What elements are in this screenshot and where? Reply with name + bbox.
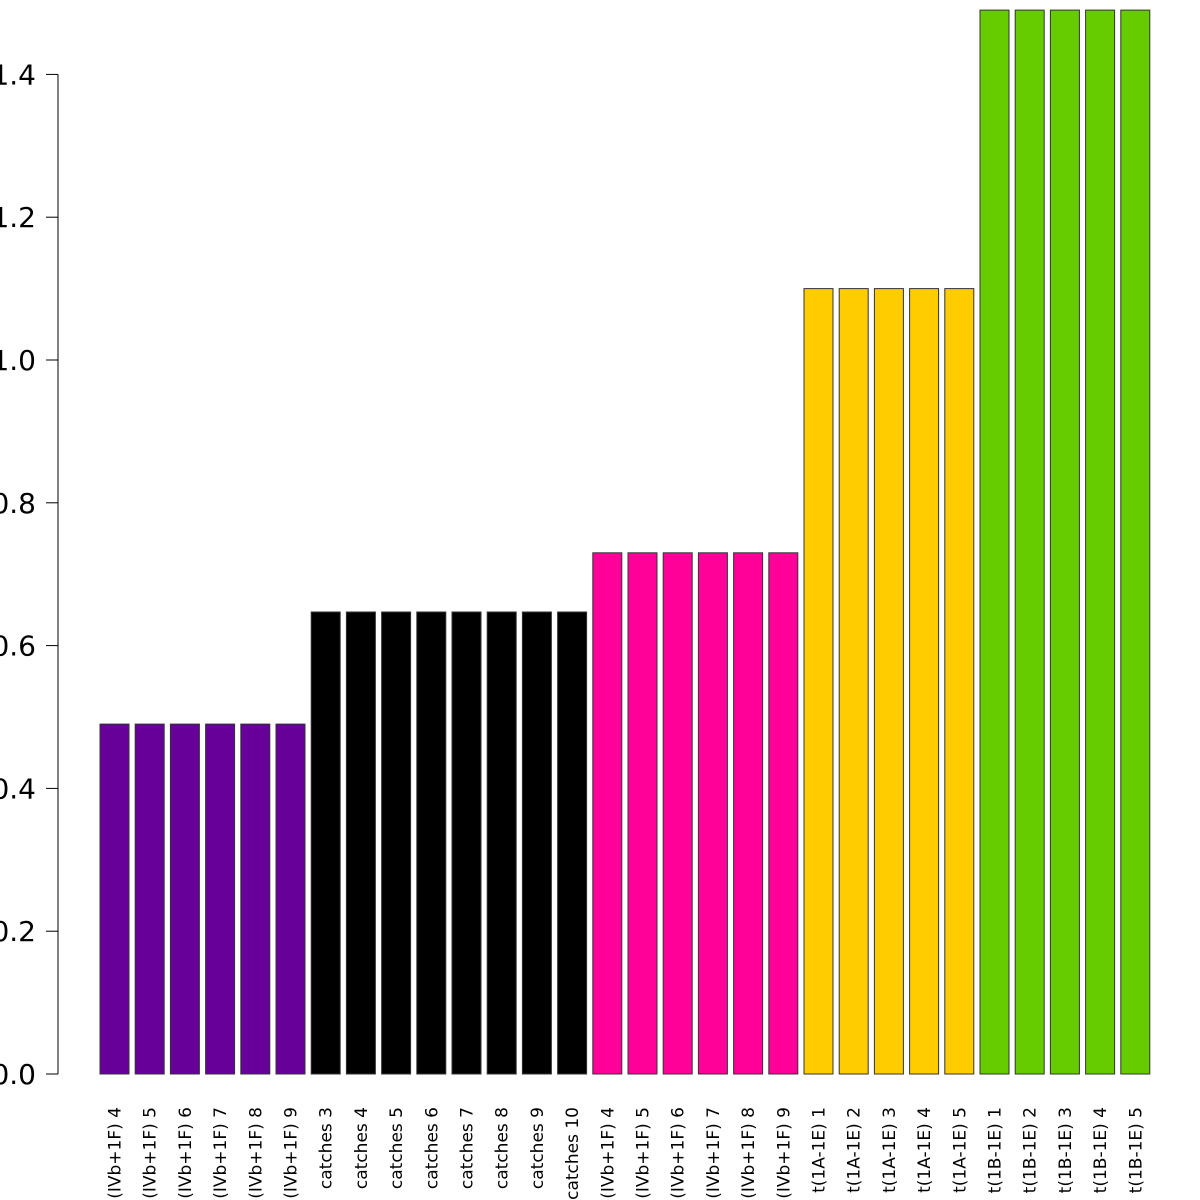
bar-21	[803, 288, 834, 1075]
bars-group	[99, 9, 1151, 1075]
x-category-label: (IVb+1F) 8	[246, 1107, 266, 1199]
y-tick-label: 0.0	[0, 1058, 36, 1091]
x-category-label: catches 7	[458, 1107, 478, 1189]
y-tick-label: 1.4	[0, 58, 36, 91]
x-category-label: catches 10	[563, 1107, 583, 1200]
x-category-label: t(1B-1E) 2	[1021, 1107, 1041, 1193]
x-category-label: catches 6	[422, 1107, 442, 1189]
bar-22	[838, 288, 869, 1075]
bar-10	[416, 611, 447, 1075]
x-category-label: (IVb+1F) 9	[282, 1107, 302, 1199]
bar-9	[381, 611, 412, 1075]
x-category-label: catches 9	[528, 1107, 548, 1189]
bar-29	[1085, 9, 1116, 1075]
bar-20	[768, 552, 799, 1075]
bar-11	[451, 611, 482, 1075]
bar-5	[240, 723, 271, 1075]
y-tick-label: 0.6	[0, 630, 36, 663]
bar-1	[99, 723, 130, 1075]
x-axis-labels: (IVb+1F) 4 (IVb+1F) 5 (IVb+1F) 6 (IVb+1F) 7…	[106, 1107, 1147, 1200]
x-category-label: (IVb+1F) 4	[598, 1107, 618, 1199]
bar-23	[873, 288, 904, 1075]
bar-24	[909, 288, 940, 1075]
x-category-label: catches 8	[493, 1107, 513, 1189]
x-category-label: catches 5	[387, 1107, 407, 1189]
x-category-label: t(1B-1E) 3	[1056, 1107, 1076, 1193]
x-category-label: (IVb+1F) 5	[141, 1107, 161, 1199]
bar-19	[733, 552, 764, 1075]
bar-18	[697, 552, 728, 1075]
bar-16	[627, 552, 658, 1075]
x-category-label: (IVb+1F) 7	[211, 1107, 231, 1199]
bar-6	[275, 723, 306, 1075]
x-category-label: t(1A-1E) 4	[915, 1107, 935, 1193]
x-category-label: t(1B-1E) 5	[1126, 1107, 1146, 1193]
bar-25	[944, 288, 975, 1075]
x-category-label: t(1B-1E) 1	[986, 1107, 1006, 1193]
bar-4	[205, 723, 236, 1075]
bar-8	[345, 611, 376, 1075]
bar-27	[1014, 9, 1045, 1075]
bar-2	[134, 723, 165, 1075]
x-category-label: (IVb+1F) 5	[634, 1107, 654, 1199]
x-category-label: (IVb+1F) 8	[739, 1107, 759, 1199]
bar-28	[1049, 9, 1080, 1075]
y-tick-label: 0.8	[0, 487, 36, 520]
y-tick-label: 0.4	[0, 772, 36, 805]
x-category-label: catches 3	[317, 1107, 337, 1189]
x-category-label: t(1A-1E) 2	[845, 1107, 865, 1193]
bar-15	[592, 552, 623, 1075]
x-category-label: catches 4	[352, 1107, 372, 1189]
x-category-label: t(1A-1E) 5	[950, 1107, 970, 1193]
bar-30	[1120, 9, 1151, 1075]
x-category-label: (IVb+1F) 9	[774, 1107, 794, 1199]
x-category-label: t(1A-1E) 1	[810, 1107, 830, 1193]
bar-13	[521, 611, 552, 1075]
x-category-label: (IVb+1F) 7	[704, 1107, 724, 1199]
bar-7	[310, 611, 341, 1075]
y-tick-label: 1.2	[0, 201, 36, 234]
x-category-label: (IVb+1F) 6	[176, 1107, 196, 1199]
x-category-label: t(1B-1E) 4	[1091, 1107, 1111, 1193]
x-category-label: (IVb+1F) 4	[106, 1107, 126, 1199]
x-category-label: (IVb+1F) 6	[669, 1107, 689, 1199]
y-tick-label: 1.0	[0, 344, 36, 377]
bar-14	[557, 611, 588, 1075]
bar-12	[486, 611, 517, 1075]
bar-3	[169, 723, 200, 1075]
y-tick-label: 0.2	[0, 915, 36, 948]
x-category-label: t(1A-1E) 3	[880, 1107, 900, 1193]
bar-26	[979, 9, 1010, 1075]
y-axis: 0.0 0.2 0.4 0.6 0.8 1.0 1.2 1.4	[0, 58, 59, 1091]
bar-17	[662, 552, 693, 1075]
